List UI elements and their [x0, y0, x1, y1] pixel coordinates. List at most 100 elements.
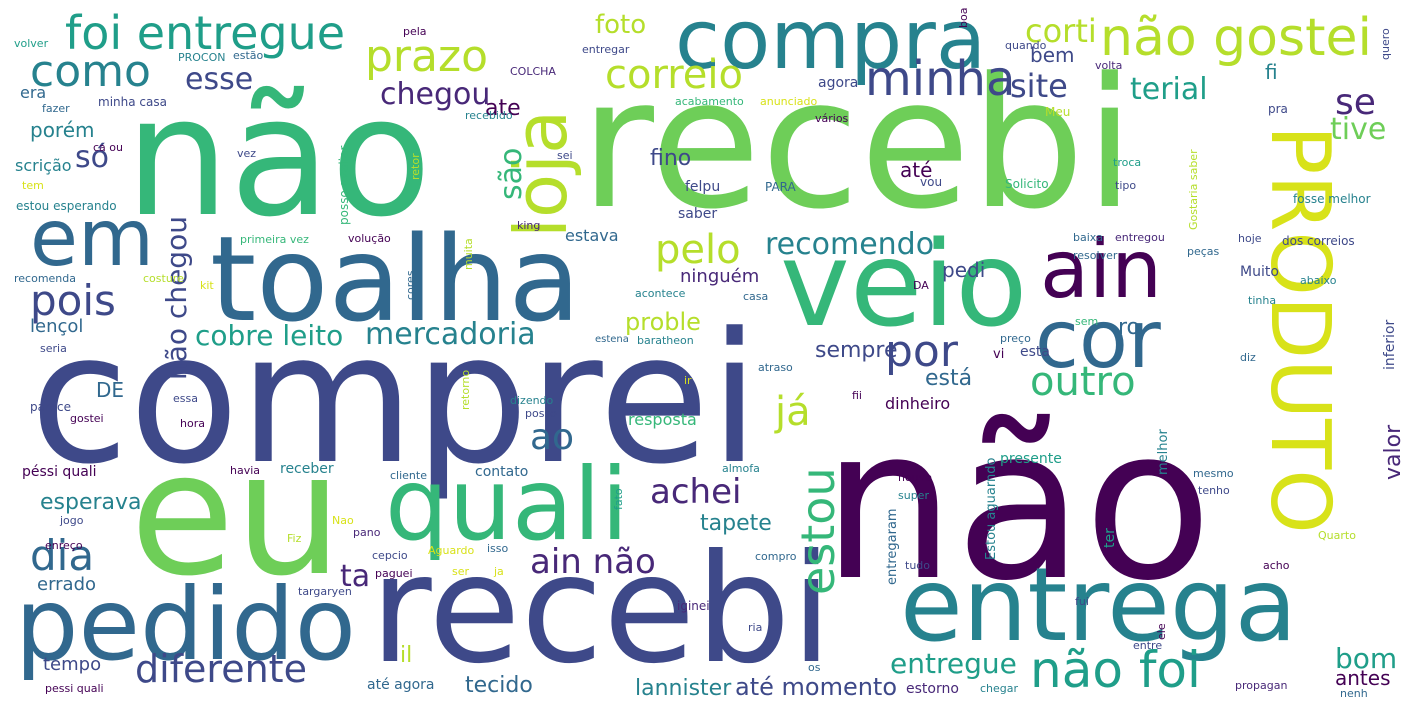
word: entrega	[900, 546, 1298, 665]
word: anunciado	[760, 95, 818, 108]
word: PARA	[765, 180, 796, 194]
word: Muito	[1240, 264, 1279, 280]
word: resolver	[1073, 249, 1118, 262]
word: king	[517, 219, 541, 232]
word: presente	[1000, 451, 1062, 467]
word: diz	[1240, 351, 1256, 364]
word: ain	[1040, 223, 1162, 316]
word: PRODUTO	[1252, 125, 1347, 534]
word: ate	[485, 96, 521, 121]
word: só	[75, 140, 109, 175]
word: cliente	[390, 469, 427, 482]
word: nenh	[1340, 687, 1368, 700]
word: ja	[494, 565, 504, 578]
word: pedido	[15, 566, 356, 683]
word: pedi	[942, 258, 986, 282]
word: Meu	[1045, 105, 1071, 119]
word: recebido	[465, 109, 513, 122]
word: era	[20, 83, 47, 102]
word: estou esperando	[16, 199, 117, 213]
word: lannister	[635, 676, 732, 701]
word: atraso	[758, 361, 793, 374]
word: valor	[1381, 424, 1406, 480]
word: ria	[748, 621, 763, 634]
word: felpu	[685, 179, 721, 195]
word: DA	[913, 279, 929, 292]
word: seria	[40, 342, 67, 355]
word: inferior	[1382, 319, 1398, 370]
word: recomenda	[14, 272, 77, 285]
word: COLCHA	[510, 65, 556, 78]
word: chegou	[380, 77, 491, 112]
word: ele	[1155, 623, 1168, 640]
word: melhor	[1156, 429, 1171, 475]
word: Aguardo	[428, 544, 475, 557]
word: recebi	[580, 40, 1135, 249]
word: lençol	[30, 316, 84, 337]
word: Gostaria saber	[1187, 149, 1200, 230]
word: dia	[30, 531, 95, 580]
word: peças	[1187, 245, 1220, 258]
word: pelo	[655, 227, 741, 273]
word: sei	[557, 149, 573, 162]
word: resposta	[628, 410, 697, 429]
word: tudo	[905, 559, 930, 572]
word: receber	[280, 461, 334, 477]
word: retorno	[459, 369, 472, 410]
word: cor	[1035, 293, 1161, 386]
word: tinha	[1248, 294, 1277, 307]
word: entregue	[890, 647, 1017, 680]
word: parece	[30, 400, 72, 414]
word: mesmo	[1193, 467, 1234, 480]
word: volver	[14, 37, 49, 50]
word: fazer	[42, 102, 70, 115]
word: posso	[525, 407, 557, 420]
word: DE	[96, 378, 125, 402]
word: Estou aguarndo	[984, 457, 999, 560]
word: estou	[791, 467, 845, 595]
word: iginei	[677, 599, 710, 613]
word: Solicito	[1005, 177, 1049, 191]
word: recebi	[370, 523, 833, 697]
word: isso	[487, 542, 509, 555]
word: sem	[1075, 315, 1099, 328]
word: estena	[595, 334, 629, 345]
word: fino	[650, 146, 692, 171]
word: terial	[1130, 72, 1208, 107]
word: prazo	[365, 31, 488, 82]
word: site	[1010, 67, 1068, 105]
word: troca	[1113, 156, 1142, 169]
word: entre	[1133, 639, 1163, 652]
word: são	[494, 147, 529, 200]
word: cores	[404, 270, 417, 300]
word: saber	[678, 206, 718, 222]
word: entregaram	[885, 508, 900, 585]
word: paguei	[375, 567, 413, 580]
word: toalha	[210, 210, 581, 348]
word: abaixo	[1300, 274, 1337, 287]
word: não foi	[1030, 641, 1201, 699]
word: fato	[612, 488, 625, 510]
word: não	[125, 61, 432, 253]
word: agora	[818, 75, 859, 91]
word: os	[808, 661, 821, 674]
word: compro	[755, 550, 797, 563]
word: tapete	[700, 511, 772, 536]
word: ain não	[530, 542, 656, 582]
word: minha casa	[98, 95, 167, 109]
word: Quarto	[1318, 529, 1356, 542]
word: Nao	[332, 514, 354, 527]
word: contato	[475, 464, 529, 480]
word: achei	[650, 472, 742, 512]
word: primeira vez	[240, 233, 309, 246]
word: esperava	[40, 490, 142, 515]
word: estão	[233, 49, 264, 62]
word: proble	[625, 308, 701, 336]
word: vou	[920, 175, 943, 189]
word: estorno	[906, 681, 959, 697]
word: foi entregue	[65, 6, 346, 60]
word: bem	[1030, 43, 1075, 67]
word: super	[898, 489, 929, 502]
word: fii	[852, 389, 862, 402]
